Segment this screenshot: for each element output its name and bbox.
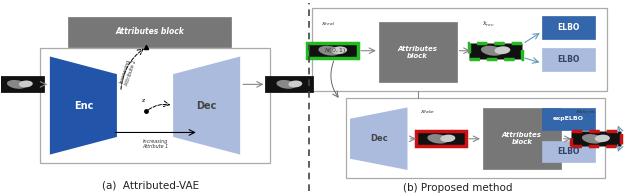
Bar — [379, 22, 457, 82]
Bar — [40, 48, 270, 163]
Text: Increasing
Attribute 2: Increasing Attribute 2 — [118, 58, 137, 86]
Text: ELBO: ELBO — [557, 23, 580, 32]
Text: Dec: Dec — [196, 101, 217, 111]
Text: $x_{fake}$: $x_{fake}$ — [420, 108, 435, 116]
Text: Dec: Dec — [370, 134, 388, 143]
Text: Attributes
block: Attributes block — [502, 132, 541, 145]
Ellipse shape — [19, 81, 33, 87]
Bar — [542, 48, 595, 71]
Ellipse shape — [428, 134, 449, 144]
Ellipse shape — [276, 80, 296, 89]
Ellipse shape — [332, 46, 347, 54]
Text: Increasing
Attribute 1: Increasing Attribute 1 — [142, 139, 168, 149]
Bar — [571, 131, 621, 146]
Bar — [346, 98, 605, 178]
Bar — [417, 131, 467, 146]
Text: Attributes
block: Attributes block — [398, 46, 438, 59]
Ellipse shape — [495, 46, 510, 54]
Ellipse shape — [319, 46, 340, 56]
Bar — [542, 16, 595, 39]
Text: $x_{fake\_rec.}$: $x_{fake\_rec.}$ — [575, 108, 598, 116]
Bar — [68, 17, 230, 47]
Text: (b) Proposed method: (b) Proposed method — [403, 183, 512, 193]
Bar — [266, 77, 312, 91]
Text: Attributes block: Attributes block — [115, 27, 184, 36]
Text: $\hat{x}_{rec.}$: $\hat{x}_{rec.}$ — [481, 19, 495, 29]
Polygon shape — [350, 107, 408, 170]
Text: $N(0,1)$: $N(0,1)$ — [324, 46, 346, 55]
Text: ELBO: ELBO — [557, 55, 580, 64]
Polygon shape — [173, 57, 240, 155]
Bar — [0, 77, 43, 91]
Bar — [312, 8, 607, 91]
Text: expELBO: expELBO — [553, 116, 584, 121]
Ellipse shape — [595, 135, 610, 142]
Bar — [542, 108, 595, 130]
Bar — [483, 108, 561, 169]
Polygon shape — [50, 57, 117, 155]
Ellipse shape — [289, 81, 302, 87]
Bar — [312, 42, 357, 58]
Ellipse shape — [582, 134, 603, 144]
Bar — [307, 43, 358, 58]
Text: z: z — [141, 98, 145, 103]
Text: $x_{real}$: $x_{real}$ — [321, 20, 335, 28]
Text: ELBO: ELBO — [557, 147, 580, 156]
Ellipse shape — [440, 135, 455, 142]
Ellipse shape — [7, 80, 26, 89]
Text: (a)  Attributed-VAE: (a) Attributed-VAE — [102, 180, 199, 190]
Bar — [469, 43, 522, 58]
Bar — [542, 141, 595, 162]
Ellipse shape — [481, 46, 503, 56]
Text: Enc: Enc — [74, 101, 93, 111]
